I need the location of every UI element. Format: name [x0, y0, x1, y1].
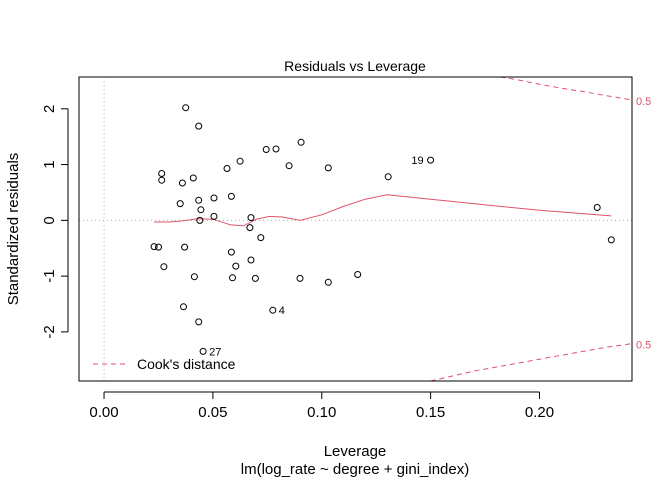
point-label: 27 [209, 346, 221, 358]
data-point [196, 216, 204, 224]
y-tick-label: 1 [41, 160, 58, 168]
data-point [324, 164, 332, 172]
data-point [236, 157, 244, 165]
y-tick-label: -1 [41, 269, 58, 282]
data-point [607, 236, 615, 244]
data-point [195, 122, 203, 130]
chart-title: Residuals vs Leverage [284, 58, 426, 74]
data-points [150, 104, 615, 355]
data-point [324, 278, 332, 286]
data-point [272, 145, 280, 153]
y-tick-label: -2 [41, 325, 58, 338]
x-axis: 0.00 0.05 0.10 0.15 0.20 [89, 391, 554, 421]
data-point [180, 303, 187, 311]
data-point [269, 306, 277, 314]
cooks-distance-lower-curve [430, 343, 633, 382]
data-point [296, 274, 304, 282]
legend-label: Cook's distance [137, 356, 236, 372]
data-point [190, 273, 198, 281]
data-point [176, 200, 184, 208]
x-axis-subtitle: lm(log_rate ~ degree + gini_index) [241, 461, 469, 478]
data-point [229, 274, 236, 282]
data-point [227, 192, 235, 200]
y-axis: -2 -1 0 1 2 [41, 105, 69, 339]
data-point [195, 318, 203, 326]
data-point [210, 194, 218, 202]
data-point [232, 262, 240, 270]
data-point [593, 204, 601, 211]
data-point [257, 234, 265, 242]
data-point [197, 206, 205, 214]
data-point [247, 256, 255, 264]
data-point [210, 212, 218, 220]
data-point [195, 196, 203, 204]
data-point [199, 347, 207, 355]
data-point [384, 173, 392, 181]
data-point [155, 243, 162, 251]
data-point [150, 243, 158, 251]
data-point [246, 224, 254, 232]
data-point [262, 146, 270, 153]
cooks-distance-curves [430, 76, 633, 382]
cooks-level-label-lower: 0.5 [636, 340, 651, 352]
data-point [181, 243, 189, 251]
point-label: 19 [411, 155, 423, 167]
data-point [158, 170, 166, 177]
smoother-line [154, 194, 612, 227]
data-point [227, 248, 235, 256]
data-point [158, 176, 166, 184]
data-point [297, 138, 305, 146]
cooks-distance-level-labels: 0.5 0.5 [636, 96, 651, 352]
data-point [189, 174, 197, 182]
x-tick-label: 0.05 [198, 404, 227, 421]
point-label: 4 [279, 305, 285, 317]
data-point [178, 179, 186, 187]
data-point [223, 165, 231, 172]
x-axis-title: Leverage [324, 443, 387, 460]
smoother-curve [154, 194, 612, 227]
x-tick-label: 0.15 [416, 404, 445, 421]
y-tick-label: 0 [41, 216, 58, 224]
cooks-level-label-upper: 0.5 [636, 96, 651, 108]
data-point [182, 104, 190, 112]
data-point [251, 274, 259, 282]
data-point [427, 156, 435, 164]
point-labels: 19 4 27 [209, 155, 424, 358]
data-point [247, 214, 255, 222]
y-tick-label: 2 [41, 105, 58, 113]
plot-frame [78, 76, 633, 382]
x-tick-label: 0.00 [89, 404, 118, 421]
reference-lines [79, 77, 632, 381]
data-point [354, 271, 362, 278]
data-point [285, 162, 293, 170]
cooks-distance-upper-curve [500, 76, 633, 101]
data-point [160, 263, 168, 271]
legend: Cook's distance [93, 356, 236, 372]
y-axis-title: Standardized residuals [5, 153, 22, 306]
x-tick-label: 0.20 [525, 404, 554, 421]
x-tick-label: 0.10 [307, 404, 336, 421]
